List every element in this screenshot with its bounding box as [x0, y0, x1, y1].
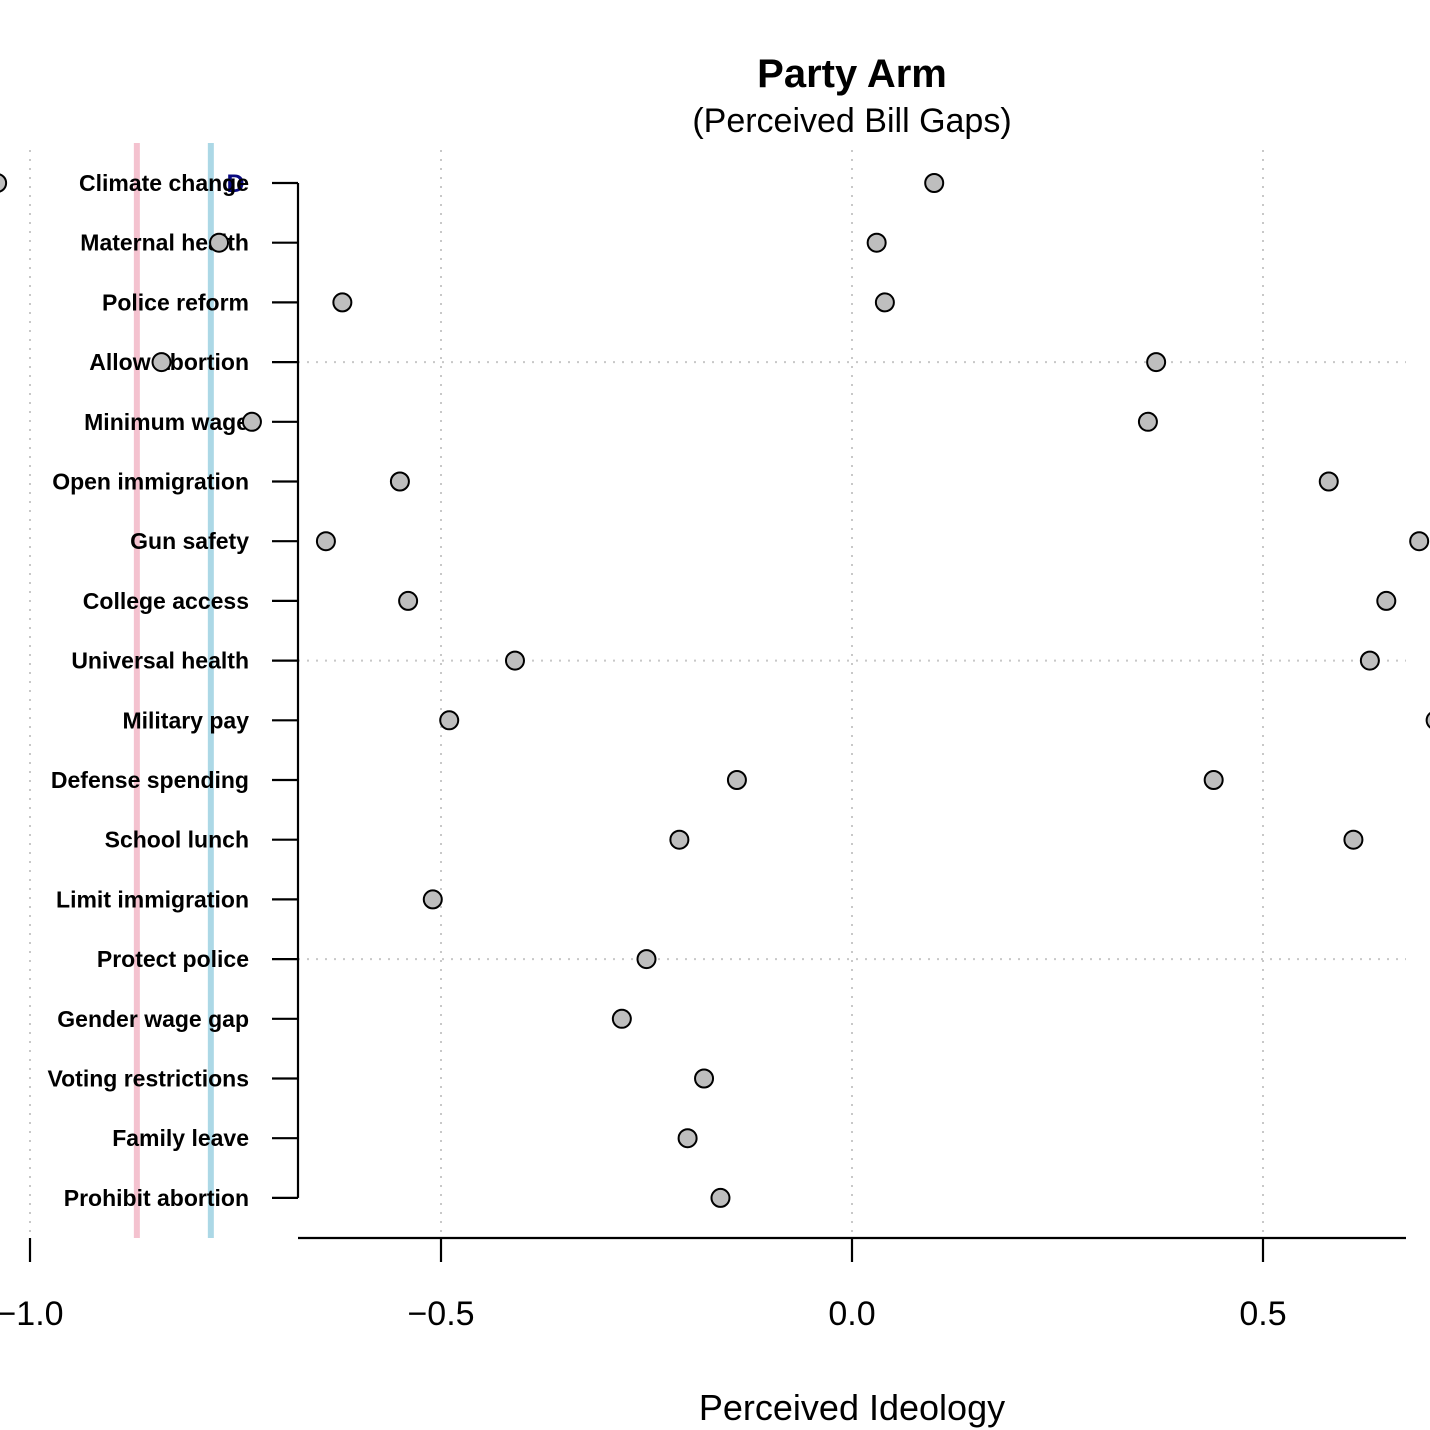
category-label: Defense spending	[51, 767, 249, 793]
data-point	[677, 1128, 698, 1149]
category-label: School lunch	[105, 827, 249, 853]
data-point	[332, 292, 353, 313]
category-label: Voting restrictions	[48, 1066, 250, 1092]
data-point	[636, 949, 657, 970]
data-point	[241, 411, 262, 432]
data-point	[1137, 411, 1158, 432]
category-label: Climate change	[79, 170, 249, 196]
data-point	[669, 829, 690, 850]
data-point	[1343, 829, 1364, 850]
data-point	[1376, 590, 1397, 611]
chart-title: Party Arm	[757, 52, 947, 96]
gridlines	[29, 150, 1406, 1233]
data-point	[0, 173, 8, 193]
data-point	[1318, 471, 1339, 492]
data-point	[504, 650, 525, 671]
data-point	[315, 531, 336, 552]
data-point	[611, 1008, 632, 1029]
category-label: Gender wage gap	[57, 1006, 249, 1032]
data-point	[1425, 712, 1430, 729]
category-label: Military pay	[122, 707, 249, 733]
data-point	[726, 770, 747, 790]
x-tick-label: 0.5	[1239, 1295, 1286, 1333]
data-point	[710, 1187, 731, 1208]
category-label: Protect police	[97, 946, 249, 972]
category-label: Gun safety	[130, 528, 249, 554]
reference-lines	[133, 143, 214, 1238]
data-point	[924, 173, 945, 193]
category-label: Prohibit abortion	[64, 1185, 249, 1211]
x-tick-label: −1.0	[0, 1295, 64, 1333]
category-label: Family leave	[112, 1125, 249, 1151]
data-point	[1359, 650, 1380, 671]
category-label: Police reform	[102, 289, 249, 315]
data-point	[694, 1068, 715, 1089]
data-point	[209, 232, 230, 253]
party-label: D	[226, 170, 244, 198]
data-point	[151, 352, 172, 373]
data-points	[0, 173, 1430, 1208]
category-label: Limit immigration	[56, 886, 249, 912]
category-label: Open immigration	[52, 469, 249, 495]
data-point	[398, 590, 419, 611]
data-point	[874, 292, 895, 313]
data-point	[1146, 352, 1167, 373]
data-point	[1409, 531, 1430, 552]
data-point	[422, 889, 443, 910]
data-point	[389, 471, 410, 492]
data-point	[439, 710, 460, 731]
chart-subtitle: (Perceived Bill Gaps)	[692, 102, 1011, 140]
axes	[28, 181, 1406, 1262]
data-point	[866, 232, 887, 253]
x-axis-label: Perceived Ideology	[699, 1387, 1005, 1428]
category-label: Universal health	[71, 648, 249, 674]
data-point	[1203, 770, 1224, 790]
category-label: College access	[83, 588, 249, 614]
x-tick-label: −0.5	[407, 1295, 474, 1333]
x-tick-label: 0.0	[828, 1295, 875, 1333]
category-label: Minimum wage	[84, 409, 249, 435]
